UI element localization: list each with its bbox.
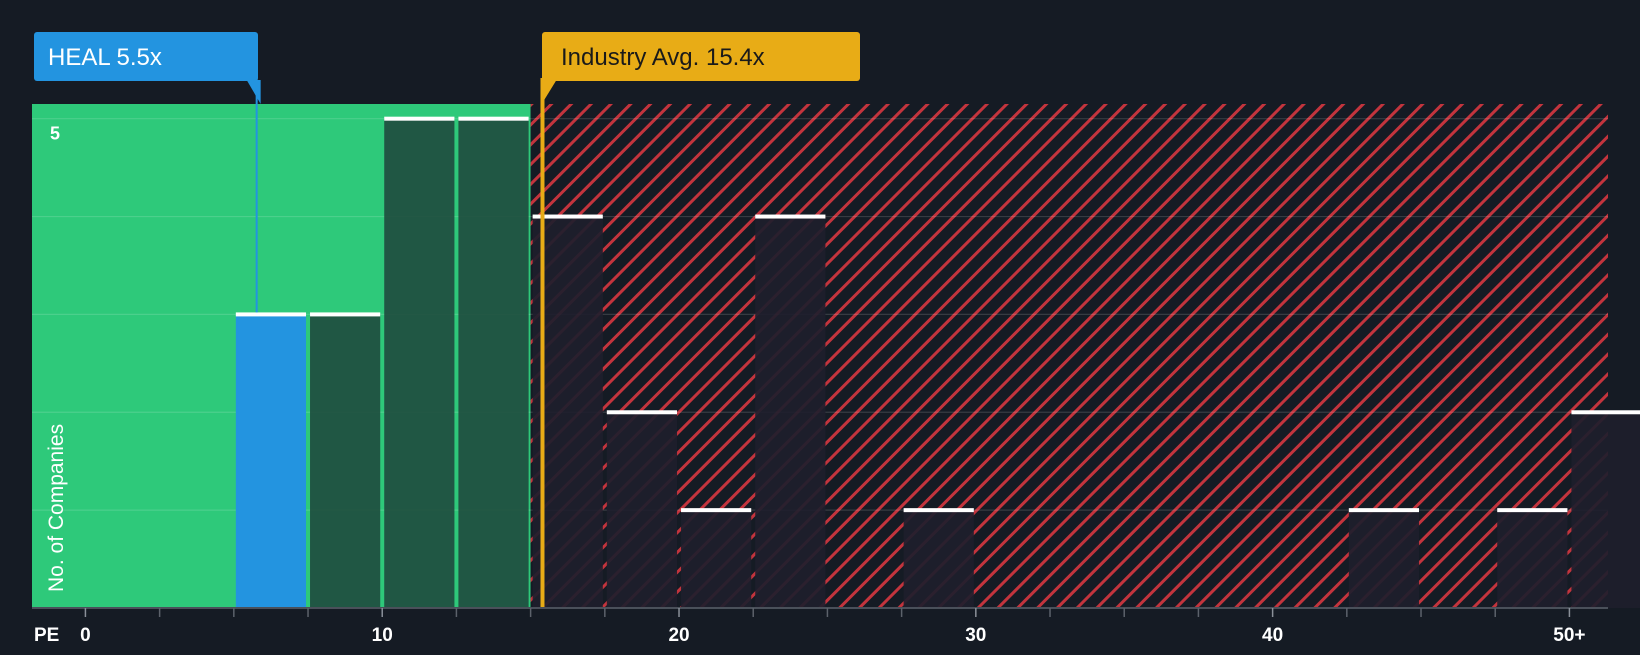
x-tick-label: 50+ [1553, 625, 1585, 646]
histogram-bar [755, 216, 826, 608]
company-callout-label: HEAL 5.5x [48, 44, 162, 71]
bar-cap [310, 312, 381, 317]
histogram-bar [384, 118, 455, 608]
bar-cap [1348, 508, 1420, 513]
industry-avg-callout-box [542, 32, 860, 81]
bar-cap [1497, 508, 1568, 513]
company-callout-box [34, 32, 258, 81]
bar-cap [384, 116, 455, 121]
industry-avg-callout-pointer [540, 80, 557, 106]
histogram-bar [458, 118, 529, 608]
bar-cap [681, 508, 752, 513]
bar-cap [235, 312, 307, 317]
histogram-bar [1571, 412, 1640, 608]
bar-cap [458, 116, 529, 121]
company-callout-pointer [246, 80, 261, 104]
histogram-bar [681, 510, 752, 608]
y-tick-label: 5 [50, 124, 60, 144]
histogram-bar [903, 510, 974, 608]
histogram-bar [1348, 510, 1420, 608]
bar-cap [532, 214, 603, 219]
bar-cap [755, 214, 826, 219]
histogram-bar [235, 314, 307, 608]
bar-cap [606, 410, 678, 415]
histogram-bar [310, 314, 381, 608]
histogram-bar [606, 412, 678, 608]
bar-cap [1571, 410, 1640, 415]
industry-avg-callout-label: Industry Avg. 15.4x [561, 44, 765, 71]
x-tick-label: 30 [965, 625, 986, 646]
x-tick-label: 40 [1262, 625, 1283, 646]
bar-cap [903, 508, 974, 513]
x-tick-label: 10 [372, 625, 393, 646]
y-axis-title: No. of Companies [45, 424, 68, 592]
x-tick-label: 20 [668, 625, 689, 646]
histogram-bar [1497, 510, 1568, 608]
x-tick-label: 0 [80, 625, 91, 646]
x-axis-title: PE [34, 625, 59, 646]
